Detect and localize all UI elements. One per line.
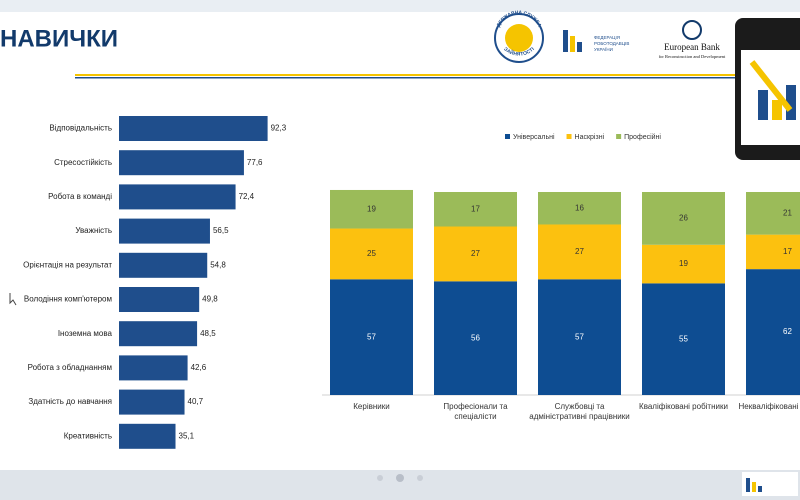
value-label: 57: [367, 332, 376, 341]
category-label: Службовці та адміністративні працівники: [529, 402, 630, 421]
bar: [119, 150, 244, 176]
top-strip: [0, 0, 800, 12]
value-label: 56: [471, 333, 480, 342]
corner-logo: [742, 472, 798, 496]
value-label: 17: [471, 204, 480, 213]
bar-segment: [642, 192, 725, 245]
logo-text: УКРАЇНИ: [594, 46, 613, 52]
bar: [119, 321, 198, 347]
value-label: 62: [783, 327, 792, 336]
legend-swatch: [566, 134, 572, 139]
value-label: 72,4: [239, 192, 255, 201]
category-label: Некваліфіковані робітники: [738, 402, 800, 411]
logo: [505, 24, 533, 52]
bar-segment: [330, 189, 413, 229]
nav-dot[interactable]: [417, 475, 423, 481]
category-label: Кваліфіковані робітники: [639, 402, 728, 411]
logo-text: European Bank: [664, 42, 720, 52]
category-label: Робота в команді: [48, 192, 112, 201]
category-label: Іноземна мова: [58, 329, 113, 338]
bar: [119, 423, 176, 449]
legend-label: Наскрізні: [575, 133, 605, 141]
bar: [119, 116, 268, 141]
bar-segment: [642, 283, 725, 395]
logo: [563, 30, 582, 52]
bar-segment: [538, 224, 621, 280]
nav-dot[interactable]: [396, 474, 404, 482]
value-label: 27: [471, 249, 480, 258]
bar: [119, 184, 236, 210]
bar-segment: [746, 192, 800, 235]
category-label: Робота з обладнанням: [28, 363, 112, 372]
value-label: 17: [783, 247, 792, 256]
bar: [119, 355, 188, 381]
value-label: 56,5: [213, 226, 229, 235]
bar: [119, 389, 185, 415]
legend-swatch: [505, 134, 510, 139]
category-label: Креативність: [64, 431, 112, 440]
bar-segment: [434, 281, 517, 395]
logo-text: ФЕДЕРАЦІЯ: [594, 35, 620, 40]
value-label: 27: [575, 247, 584, 256]
value-label: 40,7: [188, 397, 204, 406]
logo-text: for Reconstruction and Development: [659, 54, 726, 59]
bar-segment: [538, 279, 621, 395]
bar: [119, 218, 210, 244]
rule: [75, 77, 735, 79]
value-label: 19: [367, 204, 376, 213]
value-label: 19: [679, 259, 688, 268]
category-label: Уважність: [75, 226, 112, 235]
value-label: 21: [783, 208, 792, 217]
value-label: 42,6: [191, 363, 207, 372]
bar: [119, 287, 200, 312]
rule: [75, 74, 735, 76]
legend-label: Універсальні: [513, 133, 555, 141]
bar-segment: [330, 279, 413, 395]
category-label: Орієнтація на результат: [23, 260, 112, 269]
bar-segment: [538, 192, 621, 225]
bar-segment: [746, 269, 800, 395]
legend-label: Професійні: [624, 133, 661, 141]
value-label: 25: [367, 249, 376, 258]
slide-title: НАВИЧКИ: [0, 25, 118, 52]
value-label: 26: [679, 213, 688, 222]
value-label: 55: [679, 334, 688, 343]
legend-swatch: [616, 134, 622, 139]
value-label: 48,5: [200, 329, 216, 338]
category-label: Здатність до навчання: [28, 397, 112, 406]
category-label: Професіонали та спеціалісти: [443, 402, 508, 421]
logo-text: РОБОТОДАВЦІВ: [594, 41, 629, 46]
bar-segment: [434, 226, 517, 282]
bar-segment: [642, 244, 725, 284]
bar-segment: [434, 192, 517, 227]
bar-segment: [746, 234, 800, 270]
value-label: 16: [575, 203, 584, 212]
logo: [682, 20, 702, 40]
logo-text: ЗАЙНЯТОСТІ: [502, 46, 536, 58]
value-label: 57: [575, 332, 584, 341]
bar: [119, 252, 208, 278]
cursor: [9, 293, 17, 306]
value-label: 77,6: [247, 158, 263, 167]
value-label: 49,8: [202, 295, 218, 304]
category-label: Відповідальність: [49, 124, 112, 133]
value-label: 35,1: [179, 431, 195, 440]
nav-dot[interactable]: [377, 475, 383, 481]
webcam-logo: [749, 60, 796, 120]
category-label: Стресостійкість: [54, 158, 112, 167]
value-label: 54,8: [210, 260, 226, 269]
logo-text: ЗАЙНЯТОСТІ: [502, 46, 536, 58]
value-label: 92,3: [271, 124, 287, 133]
category-label: Володіння комп'ютером: [24, 295, 112, 304]
bar-segment: [330, 228, 413, 280]
category-label: Керівники: [353, 402, 390, 411]
